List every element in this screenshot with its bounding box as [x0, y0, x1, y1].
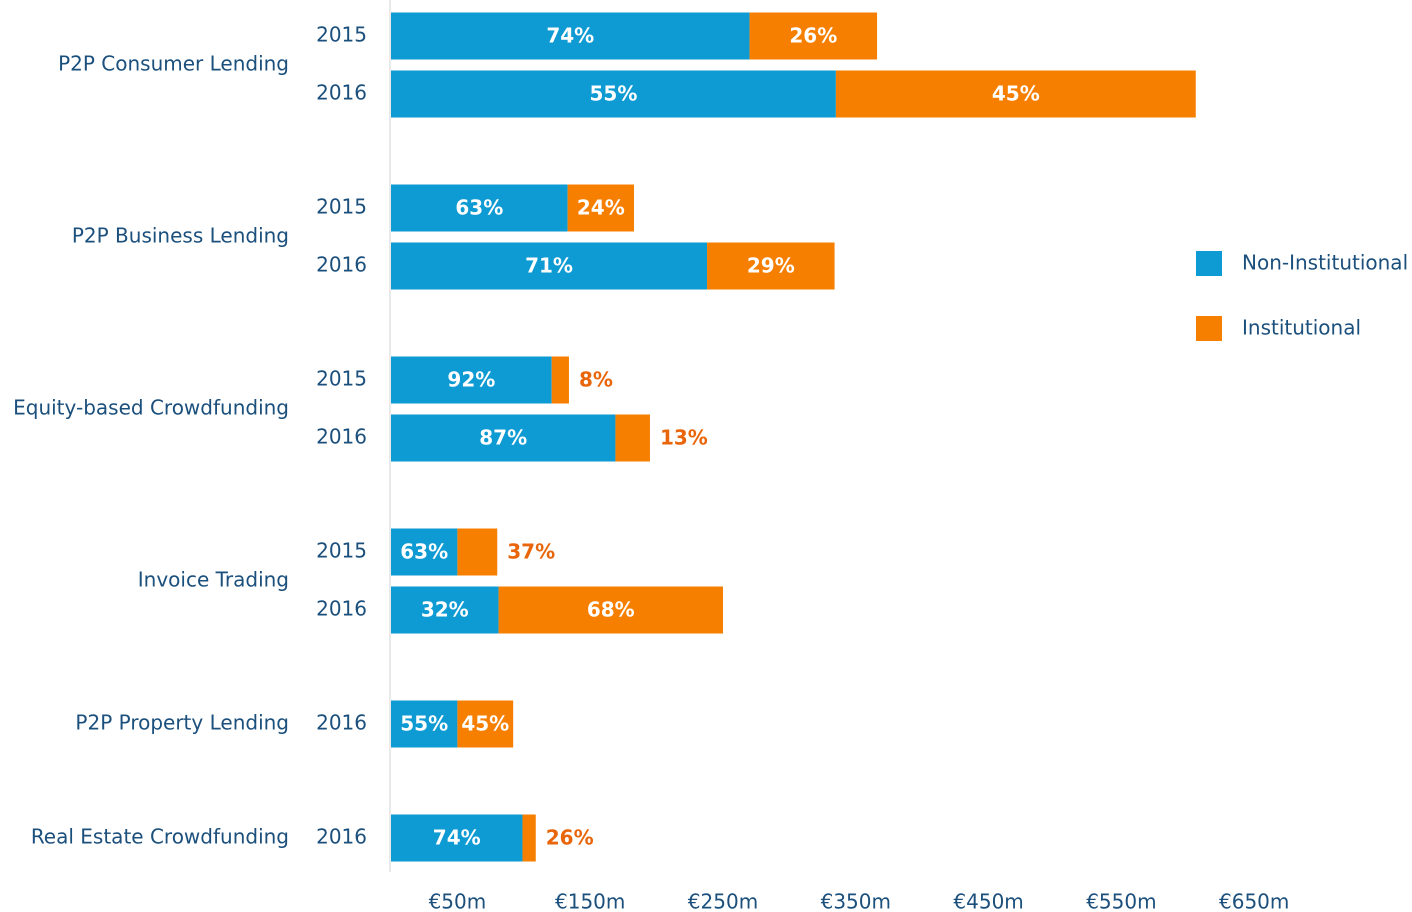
- bar-segment: [391, 184, 568, 232]
- y-tick-label: 2016: [316, 253, 367, 277]
- bar-segment: [498, 586, 723, 634]
- group-label: Invoice Trading: [138, 568, 289, 592]
- y-tick-label: 2015: [316, 23, 367, 47]
- bar-segment: [391, 814, 523, 862]
- data-label: 26%: [546, 826, 594, 850]
- y-tick-label: 2015: [316, 539, 367, 563]
- data-label: 68%: [587, 598, 635, 622]
- legend-swatch: [1196, 316, 1222, 341]
- bar-segment: [391, 700, 458, 748]
- bar-segment: [391, 414, 616, 462]
- data-label: 55%: [400, 712, 448, 736]
- data-label: 74%: [546, 24, 594, 48]
- y-tick-label: 2016: [316, 81, 367, 105]
- legend-swatch: [1196, 251, 1222, 276]
- bar-segment: [551, 356, 569, 404]
- data-label: 63%: [400, 540, 448, 564]
- bar-segment: [391, 586, 499, 634]
- bar-segment: [391, 242, 708, 290]
- data-label: 37%: [507, 540, 555, 564]
- bar-segment: [457, 700, 514, 748]
- bar-segment: [749, 12, 878, 60]
- legend-label: Non-Institutional: [1242, 251, 1408, 275]
- data-label: 92%: [447, 368, 495, 392]
- data-label: 71%: [525, 254, 573, 278]
- data-label: 29%: [747, 254, 795, 278]
- bar-segment: [457, 528, 498, 576]
- data-label: 45%: [992, 82, 1040, 106]
- data-label: 13%: [660, 426, 708, 450]
- group-label: P2P Property Lending: [75, 711, 289, 735]
- data-label: 8%: [579, 368, 613, 392]
- bar-segment: [615, 414, 650, 462]
- x-tick-label: €350m: [821, 890, 891, 912]
- group-label: P2P Business Lending: [72, 224, 289, 248]
- data-label: 55%: [590, 82, 638, 106]
- y-tick-label: 2016: [316, 597, 367, 621]
- data-label: 24%: [577, 196, 625, 220]
- x-tick-label: €450m: [953, 890, 1023, 912]
- data-label: 63%: [455, 196, 503, 220]
- y-tick-label: 2015: [316, 195, 367, 219]
- data-label: 74%: [433, 826, 481, 850]
- y-tick-label: 2016: [316, 825, 367, 849]
- bar-segment: [391, 12, 750, 60]
- x-tick-label: €50m: [429, 890, 487, 912]
- group-label: Equity-based Crowdfunding: [13, 396, 289, 420]
- x-tick-label: €550m: [1086, 890, 1156, 912]
- bar-segment: [707, 242, 835, 290]
- legend-label: Institutional: [1242, 316, 1361, 340]
- data-label: 26%: [789, 24, 837, 48]
- bar-segment: [835, 70, 1196, 118]
- bar-segment: [391, 528, 458, 576]
- group-label: P2P Consumer Lending: [58, 52, 289, 76]
- bar-segment: [391, 70, 836, 118]
- bar-segment: [567, 184, 635, 232]
- y-tick-label: 2016: [316, 425, 367, 449]
- x-tick-label: €150m: [555, 890, 625, 912]
- data-label: 87%: [479, 426, 527, 450]
- y-tick-label: 2016: [316, 711, 367, 735]
- y-tick-label: 2015: [316, 367, 367, 391]
- bar-segment: [391, 356, 552, 404]
- bar-segment: [522, 814, 536, 862]
- group-label: Real Estate Crowdfunding: [31, 825, 289, 849]
- x-tick-label: €650m: [1219, 890, 1289, 912]
- x-tick-label: €250m: [688, 890, 758, 912]
- data-label: 32%: [421, 598, 469, 622]
- data-label: 45%: [461, 712, 509, 736]
